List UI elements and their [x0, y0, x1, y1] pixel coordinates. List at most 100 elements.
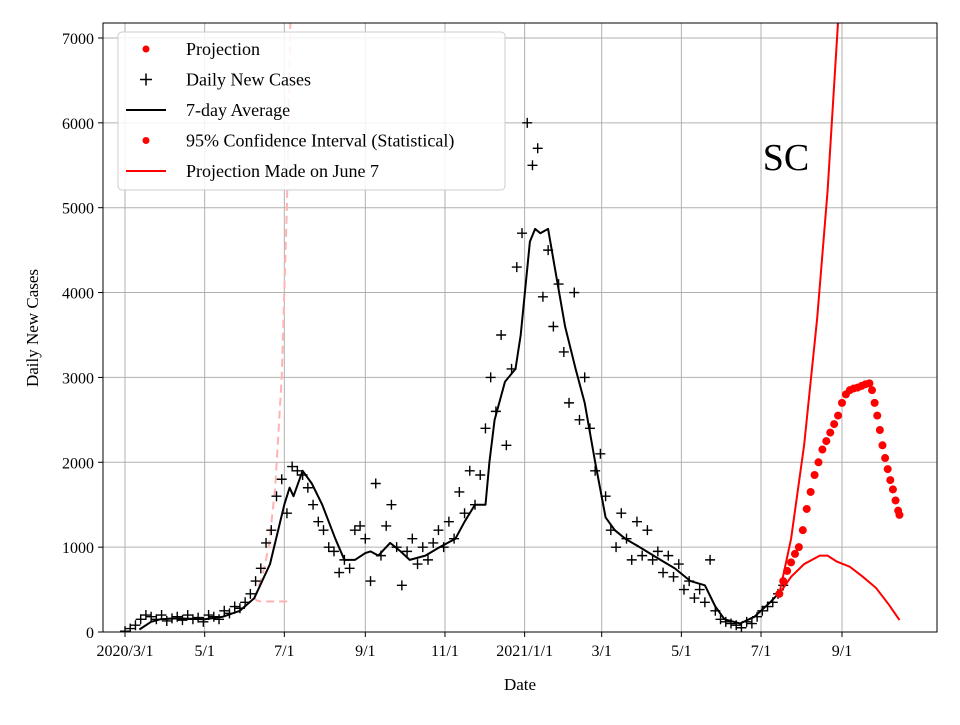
daily-case-point	[480, 423, 491, 434]
y-tick-label: 4000	[62, 286, 94, 303]
daily-case-point	[527, 160, 538, 171]
daily-case-point	[271, 491, 282, 502]
daily-case-point	[193, 612, 204, 623]
plot-area	[120, 23, 904, 632]
y-tick-label: 7000	[62, 31, 94, 48]
legend-label: Daily New Cases	[186, 70, 311, 90]
daily-case-point	[334, 567, 345, 578]
daily-case-point	[261, 537, 272, 548]
daily-case-point	[668, 571, 679, 582]
daily-case-point	[569, 287, 580, 298]
projection-point	[886, 476, 895, 485]
daily-case-point	[412, 559, 423, 570]
old-projection-line	[253, 23, 292, 599]
daily-case-point	[370, 478, 381, 489]
projection-point	[826, 428, 835, 437]
y-tick-label: 3000	[62, 370, 94, 387]
confidence-interval-line	[778, 23, 839, 595]
daily-case-point	[501, 440, 512, 451]
x-tick-label: 11/1	[431, 643, 459, 660]
daily-case-point	[459, 508, 470, 519]
daily-case-point	[287, 461, 298, 472]
daily-case-point	[652, 546, 663, 557]
projection-point	[822, 437, 831, 446]
daily-case-point	[255, 563, 266, 574]
daily-case-point	[245, 588, 256, 599]
daily-case-point	[736, 622, 747, 632]
daily-case-point	[475, 470, 486, 481]
daily-case-point	[611, 542, 622, 553]
projection-point	[775, 589, 784, 598]
seven-day-average-line	[138, 227, 782, 631]
projection-point	[790, 549, 799, 558]
y-tick-label: 0	[86, 625, 94, 642]
projection-point	[865, 379, 874, 388]
daily-case-point	[678, 584, 689, 595]
projection-point	[881, 454, 890, 463]
daily-case-point	[720, 616, 731, 627]
x-tick-label: 9/1	[355, 643, 375, 660]
projection-point	[875, 426, 884, 435]
y-tick-label: 5000	[62, 201, 94, 218]
daily-case-point	[631, 516, 642, 527]
daily-case-point	[214, 614, 225, 625]
daily-case-point	[344, 563, 355, 574]
daily-case-point	[762, 601, 773, 612]
daily-case-point	[313, 516, 324, 527]
x-tick-label: 2020/3/1	[97, 643, 154, 660]
daily-case-point	[172, 611, 183, 622]
daily-case-point	[140, 610, 151, 621]
daily-case-point	[365, 576, 376, 587]
x-tick-label: 7/1	[274, 643, 294, 660]
daily-case-point	[417, 542, 428, 553]
daily-case-point	[517, 228, 528, 239]
daily-case-point	[548, 321, 559, 332]
daily-case-point	[626, 554, 637, 565]
daily-case-point	[308, 499, 319, 510]
legend-box	[117, 31, 506, 191]
legend-dot-icon	[142, 45, 150, 53]
daily-case-point	[647, 554, 658, 565]
daily-case-point	[219, 605, 230, 616]
projection-point	[868, 386, 877, 395]
daily-case-point	[120, 626, 130, 632]
projection-point	[888, 485, 897, 494]
daily-case-point	[564, 397, 575, 408]
legend-plus-icon	[140, 73, 152, 86]
daily-case-point	[130, 620, 141, 631]
daily-case-point	[673, 559, 684, 570]
daily-case-point	[579, 372, 590, 383]
daily-case-point	[532, 143, 543, 154]
old-projection-line	[253, 597, 293, 603]
daily-case-point	[281, 508, 292, 519]
daily-case-point	[658, 567, 669, 578]
projection-point	[878, 441, 887, 450]
daily-case-point	[443, 516, 454, 527]
daily-case-point	[318, 525, 329, 536]
state-annotation: SC	[763, 137, 809, 179]
projection-point	[891, 496, 900, 505]
projection-point	[818, 445, 827, 454]
x-tick-label: 7/1	[751, 643, 771, 660]
x-tick-label: 5/1	[194, 643, 214, 660]
daily-case-point	[396, 580, 407, 591]
y-tick-label: 1000	[62, 540, 94, 557]
daily-case-point	[381, 520, 392, 531]
projection-point	[873, 411, 882, 420]
ticks: 2020/3/1 5/1 7/1 9/1 11/1 2021/1/1 3/1 5/1 7/1 9/…	[62, 31, 852, 660]
y-tick-label: 2000	[62, 455, 94, 472]
projection-point	[830, 420, 839, 429]
projection-point	[895, 510, 904, 519]
y-tick-label: 6000	[62, 116, 94, 133]
projection-point	[806, 487, 815, 496]
daily-case-point	[699, 597, 710, 608]
legend-label: Projection Made on June 7	[186, 161, 379, 181]
daily-case-point	[642, 525, 653, 536]
daily-case-point	[177, 615, 188, 626]
x-tick-label: 5/1	[671, 643, 691, 660]
daily-case-point	[328, 546, 339, 557]
daily-case-point	[746, 618, 757, 629]
projection-point	[810, 471, 819, 480]
daily-case-point	[266, 525, 277, 536]
daily-case-point	[292, 465, 303, 476]
